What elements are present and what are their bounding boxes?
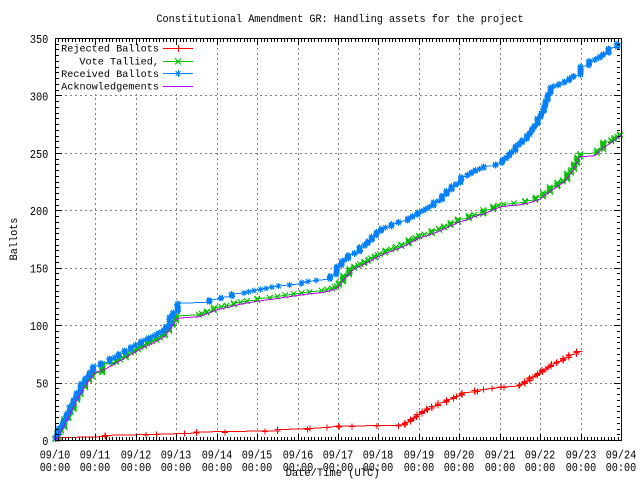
svg-text:09/24: 09/24: [606, 449, 637, 463]
svg-text:09/21: 09/21: [485, 449, 516, 463]
svg-text:00:00: 00:00: [242, 461, 273, 475]
svg-text:09/18: 09/18: [363, 449, 394, 463]
svg-text:00:00: 00:00: [121, 461, 152, 475]
svg-text:09/19: 09/19: [404, 449, 435, 463]
svg-text:09/11: 09/11: [80, 449, 111, 463]
svg-text:00:00: 00:00: [363, 461, 394, 475]
svg-text:Received Ballots: Received Ballots: [61, 69, 159, 81]
svg-text:00:00: 00:00: [80, 461, 111, 475]
svg-text:Rejected Ballots: Rejected Ballots: [61, 44, 159, 56]
svg-text:350: 350: [30, 33, 48, 47]
svg-text:00:00: 00:00: [444, 461, 475, 475]
svg-text:Constitutional Amendment GR: H: Constitutional Amendment GR: Handling as…: [156, 14, 523, 26]
svg-text:00:00: 00:00: [161, 461, 192, 475]
svg-text:00:00: 00:00: [525, 461, 556, 475]
svg-text:100: 100: [30, 320, 48, 334]
svg-text:09/17: 09/17: [323, 449, 354, 463]
svg-text:00:00: 00:00: [283, 461, 314, 475]
svg-text:Ballots: Ballots: [9, 218, 21, 261]
svg-text:09/23: 09/23: [566, 449, 597, 463]
svg-text:09/10: 09/10: [40, 449, 71, 463]
svg-text:00:00: 00:00: [566, 461, 597, 475]
svg-text:150: 150: [30, 263, 48, 277]
svg-text:09/15: 09/15: [242, 449, 273, 463]
svg-text:00:00: 00:00: [606, 461, 637, 475]
svg-text:09/14: 09/14: [202, 449, 233, 463]
svg-text:00:00: 00:00: [323, 461, 354, 475]
svg-text:09/13: 09/13: [161, 449, 192, 463]
svg-text:00:00: 00:00: [40, 461, 71, 475]
svg-text:Date/Time (UTC): Date/Time (UTC): [286, 468, 380, 480]
svg-text:Vote Tallied,: Vote Tallied,: [79, 56, 159, 68]
svg-text:50: 50: [36, 377, 48, 391]
svg-text:0: 0: [42, 435, 48, 449]
svg-text:09/20: 09/20: [444, 449, 475, 463]
svg-text:09/12: 09/12: [121, 449, 152, 463]
svg-text:09/22: 09/22: [525, 449, 556, 463]
svg-text:00:00: 00:00: [485, 461, 516, 475]
svg-text:300: 300: [30, 90, 48, 104]
svg-text:09/16: 09/16: [283, 449, 314, 463]
svg-text:00:00: 00:00: [202, 461, 233, 475]
svg-text:200: 200: [30, 205, 48, 219]
svg-text:250: 250: [30, 148, 48, 162]
svg-text:Acknowledgements: Acknowledgements: [61, 82, 159, 94]
svg-text:00:00: 00:00: [404, 461, 435, 475]
